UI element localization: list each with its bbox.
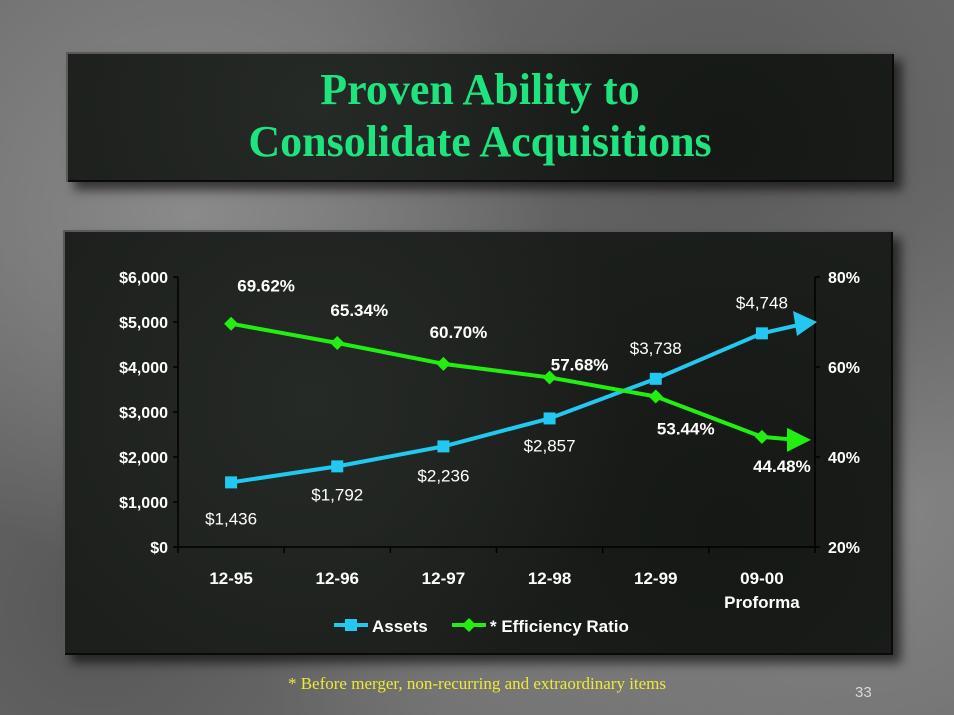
legend-assets-label: Assets xyxy=(372,617,428,636)
assets-point xyxy=(437,440,450,453)
efficiency-data-label: 44.48% xyxy=(753,457,811,476)
x-tick-label: 12-97 xyxy=(422,569,465,588)
assets-data-label: $1,792 xyxy=(311,485,363,504)
right-tick-label: 40% xyxy=(828,450,860,467)
right-tick-label: 60% xyxy=(828,360,860,377)
efficiency-point xyxy=(330,335,345,350)
chart-panel xyxy=(63,230,893,655)
efficiency-point xyxy=(648,389,663,404)
assets-line xyxy=(230,322,804,485)
x-tick-label: Proforma xyxy=(724,593,800,612)
assets-data-label: $4,748 xyxy=(736,293,788,312)
left-tick-label: $2,000 xyxy=(119,450,168,467)
efficiency-point xyxy=(754,429,769,444)
efficiency-arrowhead xyxy=(787,427,811,452)
efficiency-data-label: 65.34% xyxy=(330,301,388,320)
x-tick-label: 12-96 xyxy=(316,569,359,588)
efficiency-data-label: 57.68% xyxy=(551,355,609,374)
efficiency-point xyxy=(542,370,557,385)
assets-data-label: $1,436 xyxy=(205,509,257,528)
assets-point xyxy=(331,460,344,473)
footnote: * Before merger, non-recurring and extra… xyxy=(287,674,667,693)
left-tick-label: $3,000 xyxy=(119,405,168,422)
left-tick-label: $5,000 xyxy=(119,315,168,332)
efficiency-data-label: 53.44% xyxy=(657,420,715,439)
assets-arrowhead xyxy=(793,311,817,336)
efficiency-point xyxy=(436,356,451,371)
page-number: 33 xyxy=(855,684,872,701)
legend-efficiency-label: * Efficiency Ratio xyxy=(490,617,629,636)
x-tick-label: 12-95 xyxy=(209,569,252,588)
efficiency-point xyxy=(224,316,239,331)
efficiency-data-label: 69.62% xyxy=(237,277,295,296)
x-tick-label: 12-99 xyxy=(634,569,677,588)
left-tick-label: $0 xyxy=(150,540,168,557)
assets-point xyxy=(649,372,662,385)
assets-data-label: $2,236 xyxy=(417,466,469,485)
title-line-1: Proven Ability to xyxy=(320,65,640,114)
x-tick-label: 12-98 xyxy=(528,569,571,588)
assets-point xyxy=(225,476,238,489)
right-tick-label: 20% xyxy=(828,540,860,557)
left-tick-label: $1,000 xyxy=(119,495,168,512)
left-tick-label: $4,000 xyxy=(119,360,168,377)
assets-point xyxy=(543,412,556,425)
assets-data-label: $3,738 xyxy=(630,339,682,358)
legend-assets-marker xyxy=(345,619,357,631)
legend-efficiency-marker xyxy=(462,618,476,632)
slide-title: Proven Ability to Consolidate Acquisitio… xyxy=(66,64,894,168)
title-panel xyxy=(66,52,894,182)
efficiency-data-label: 60.70% xyxy=(430,323,488,342)
x-tick-label: 09-00 xyxy=(740,569,783,588)
assets-point xyxy=(755,327,768,340)
assets-data-label: $2,857 xyxy=(524,436,576,455)
left-tick-label: $6,000 xyxy=(119,270,168,287)
title-line-2: Consolidate Acquisitions xyxy=(248,117,712,166)
right-tick-label: 80% xyxy=(828,270,860,287)
